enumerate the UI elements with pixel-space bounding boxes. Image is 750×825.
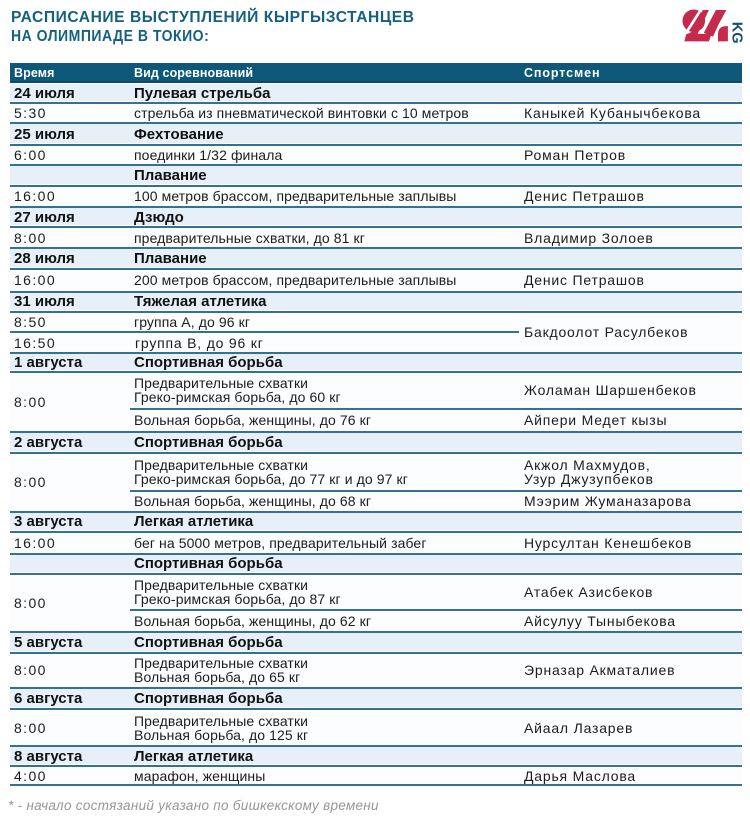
svg-text:KG: KG bbox=[729, 22, 745, 44]
